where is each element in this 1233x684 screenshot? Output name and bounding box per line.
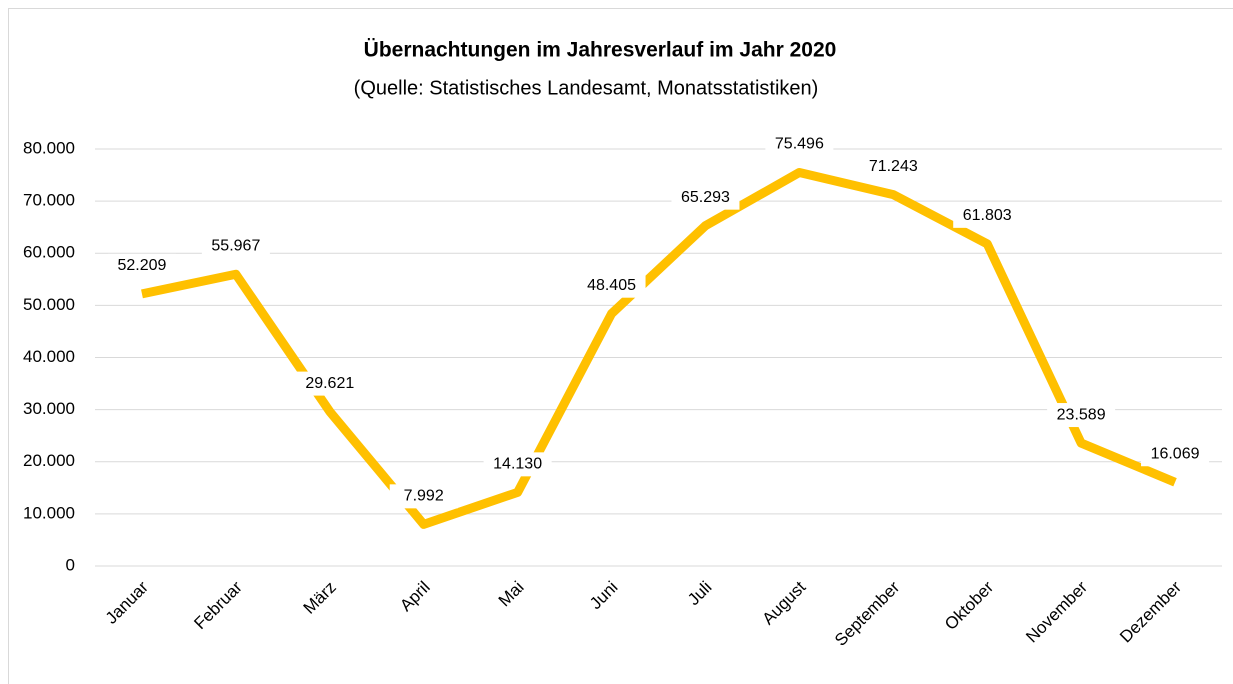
data-label: 14.130 xyxy=(483,452,552,477)
y-tick-label: 60.000 xyxy=(23,243,75,262)
y-tick-label: 80.000 xyxy=(23,138,75,157)
y-tick-label: 10.000 xyxy=(23,503,75,522)
data-label-bg xyxy=(953,203,1022,228)
data-label: 55.967 xyxy=(201,234,270,259)
y-tick-label: 70.000 xyxy=(23,191,75,210)
data-label-text: 55.967 xyxy=(211,237,260,254)
data-label-text: 7.992 xyxy=(404,488,444,505)
data-label-bg xyxy=(1141,442,1210,467)
data-label: 61.803 xyxy=(953,203,1022,228)
data-label: 7.992 xyxy=(389,484,458,509)
data-label: 48.405 xyxy=(577,273,646,298)
data-label: 16.069 xyxy=(1141,442,1210,467)
chart-frame xyxy=(8,8,1233,684)
data-label-text: 71.243 xyxy=(869,158,918,175)
data-label-bg xyxy=(859,154,928,179)
data-label-text: 16.069 xyxy=(1151,445,1200,462)
data-label-bg xyxy=(671,185,740,210)
chart-title: Übernachtungen im Jahresverlauf im Jahr … xyxy=(364,39,837,62)
data-label-text: 23.589 xyxy=(1057,406,1106,423)
data-label-text: 61.803 xyxy=(963,207,1012,224)
data-label-bg xyxy=(1047,403,1116,428)
data-label: 65.293 xyxy=(671,185,740,210)
data-label-text: 48.405 xyxy=(587,277,636,294)
chart-subtitle: (Quelle: Statistisches Landesamt, Monats… xyxy=(354,77,819,99)
data-label-bg xyxy=(483,452,552,477)
data-label: 52.209 xyxy=(107,253,176,278)
data-label-text: 75.496 xyxy=(775,136,824,153)
y-tick-label: 0 xyxy=(66,555,75,574)
data-label-bg xyxy=(201,234,270,259)
y-tick-label: 30.000 xyxy=(23,399,75,418)
data-label: 71.243 xyxy=(859,154,928,179)
data-label-text: 14.130 xyxy=(493,456,542,473)
y-tick-label: 50.000 xyxy=(23,295,75,314)
data-label-text: 52.209 xyxy=(117,257,166,274)
y-tick-label: 40.000 xyxy=(23,347,75,366)
data-label: 29.621 xyxy=(295,371,364,396)
data-label-bg xyxy=(765,132,834,157)
data-label-text: 29.621 xyxy=(305,375,354,392)
data-label-text: 65.293 xyxy=(681,189,730,206)
data-label-bg xyxy=(295,371,364,396)
y-tick-label: 20.000 xyxy=(23,451,75,470)
data-label-bg xyxy=(389,484,458,509)
data-label: 23.589 xyxy=(1047,403,1116,428)
data-label: 75.496 xyxy=(765,132,834,157)
data-label-bg xyxy=(107,253,176,278)
data-label-bg xyxy=(577,273,646,298)
